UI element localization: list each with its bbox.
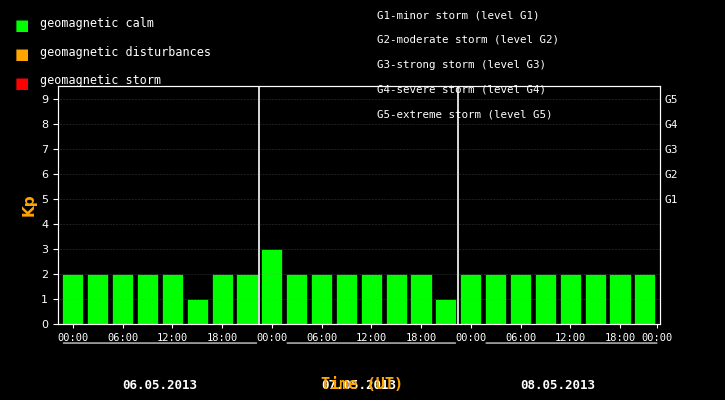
Text: G5-extreme storm (level G5): G5-extreme storm (level G5) bbox=[377, 109, 552, 119]
Bar bbox=[435, 299, 457, 324]
Bar bbox=[485, 274, 506, 324]
Bar bbox=[535, 274, 556, 324]
Text: G2-moderate storm (level G2): G2-moderate storm (level G2) bbox=[377, 35, 559, 45]
Bar bbox=[137, 274, 158, 324]
Bar bbox=[311, 274, 332, 324]
Bar bbox=[186, 299, 208, 324]
Bar bbox=[584, 274, 605, 324]
Y-axis label: Kp: Kp bbox=[22, 194, 37, 216]
Text: ■: ■ bbox=[14, 18, 29, 33]
Text: 08.05.2013: 08.05.2013 bbox=[521, 379, 595, 392]
Bar bbox=[410, 274, 431, 324]
Bar bbox=[286, 274, 307, 324]
Bar bbox=[212, 274, 233, 324]
Text: G1-minor storm (level G1): G1-minor storm (level G1) bbox=[377, 10, 539, 20]
Text: G3-strong storm (level G3): G3-strong storm (level G3) bbox=[377, 60, 546, 70]
Text: G4-severe storm (level G4): G4-severe storm (level G4) bbox=[377, 84, 546, 94]
Bar bbox=[336, 274, 357, 324]
Bar bbox=[87, 274, 108, 324]
Text: geomagnetic disturbances: geomagnetic disturbances bbox=[40, 46, 211, 59]
Bar bbox=[62, 274, 83, 324]
Bar bbox=[386, 274, 407, 324]
Text: geomagnetic storm: geomagnetic storm bbox=[40, 74, 161, 88]
Text: Time (UT): Time (UT) bbox=[321, 377, 404, 392]
Bar bbox=[236, 274, 257, 324]
Bar bbox=[560, 274, 581, 324]
Bar bbox=[460, 274, 481, 324]
Bar bbox=[634, 274, 655, 324]
Bar bbox=[610, 274, 631, 324]
Text: 07.05.2013: 07.05.2013 bbox=[321, 379, 397, 392]
Bar bbox=[510, 274, 531, 324]
Bar bbox=[162, 274, 183, 324]
Text: 06.05.2013: 06.05.2013 bbox=[123, 379, 197, 392]
Text: geomagnetic calm: geomagnetic calm bbox=[40, 17, 154, 30]
Bar bbox=[261, 249, 283, 324]
Bar bbox=[361, 274, 382, 324]
Text: ■: ■ bbox=[14, 76, 29, 91]
Text: ■: ■ bbox=[14, 47, 29, 62]
Bar bbox=[112, 274, 133, 324]
